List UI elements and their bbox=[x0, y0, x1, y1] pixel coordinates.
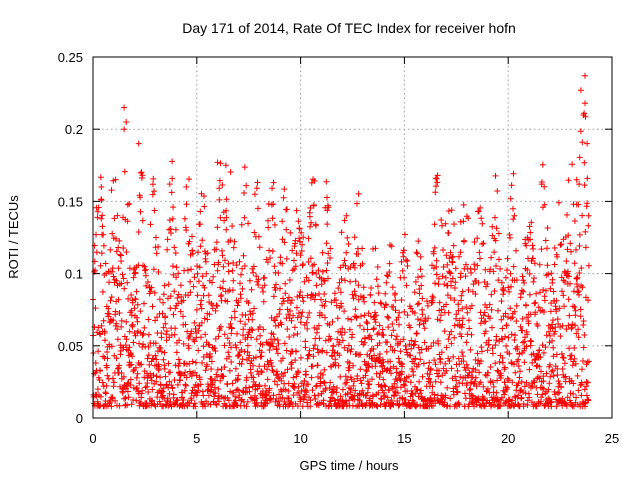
x-tick-label: 0 bbox=[89, 431, 96, 446]
y-tick-label: 0.2 bbox=[65, 122, 83, 137]
y-tick-label: 0 bbox=[76, 411, 83, 426]
y-tick-label: 0.1 bbox=[65, 267, 83, 282]
y-axis-label: ROTI / TECUs bbox=[6, 195, 21, 279]
x-axis-label: GPS time / hours bbox=[300, 458, 399, 473]
x-tick-label: 20 bbox=[501, 431, 515, 446]
y-tick-label: 0.05 bbox=[58, 339, 83, 354]
axis-ticks: 0 5 10 15 20 25 0 0.05 0.1 0.15 0.2 0.25 bbox=[58, 50, 620, 446]
x-tick-label: 5 bbox=[193, 431, 200, 446]
data-points bbox=[90, 72, 592, 410]
x-tick-label: 25 bbox=[605, 431, 619, 446]
scatter-points bbox=[90, 72, 592, 410]
plot-frame bbox=[92, 56, 613, 419]
x-tick-label: 10 bbox=[293, 431, 307, 446]
y-tick-label: 0.15 bbox=[58, 194, 83, 209]
x-tick-label: 15 bbox=[397, 431, 411, 446]
y-tick-label: 0.25 bbox=[58, 50, 83, 65]
chart-title: Day 171 of 2014, Rate Of TEC Index for r… bbox=[182, 20, 516, 36]
